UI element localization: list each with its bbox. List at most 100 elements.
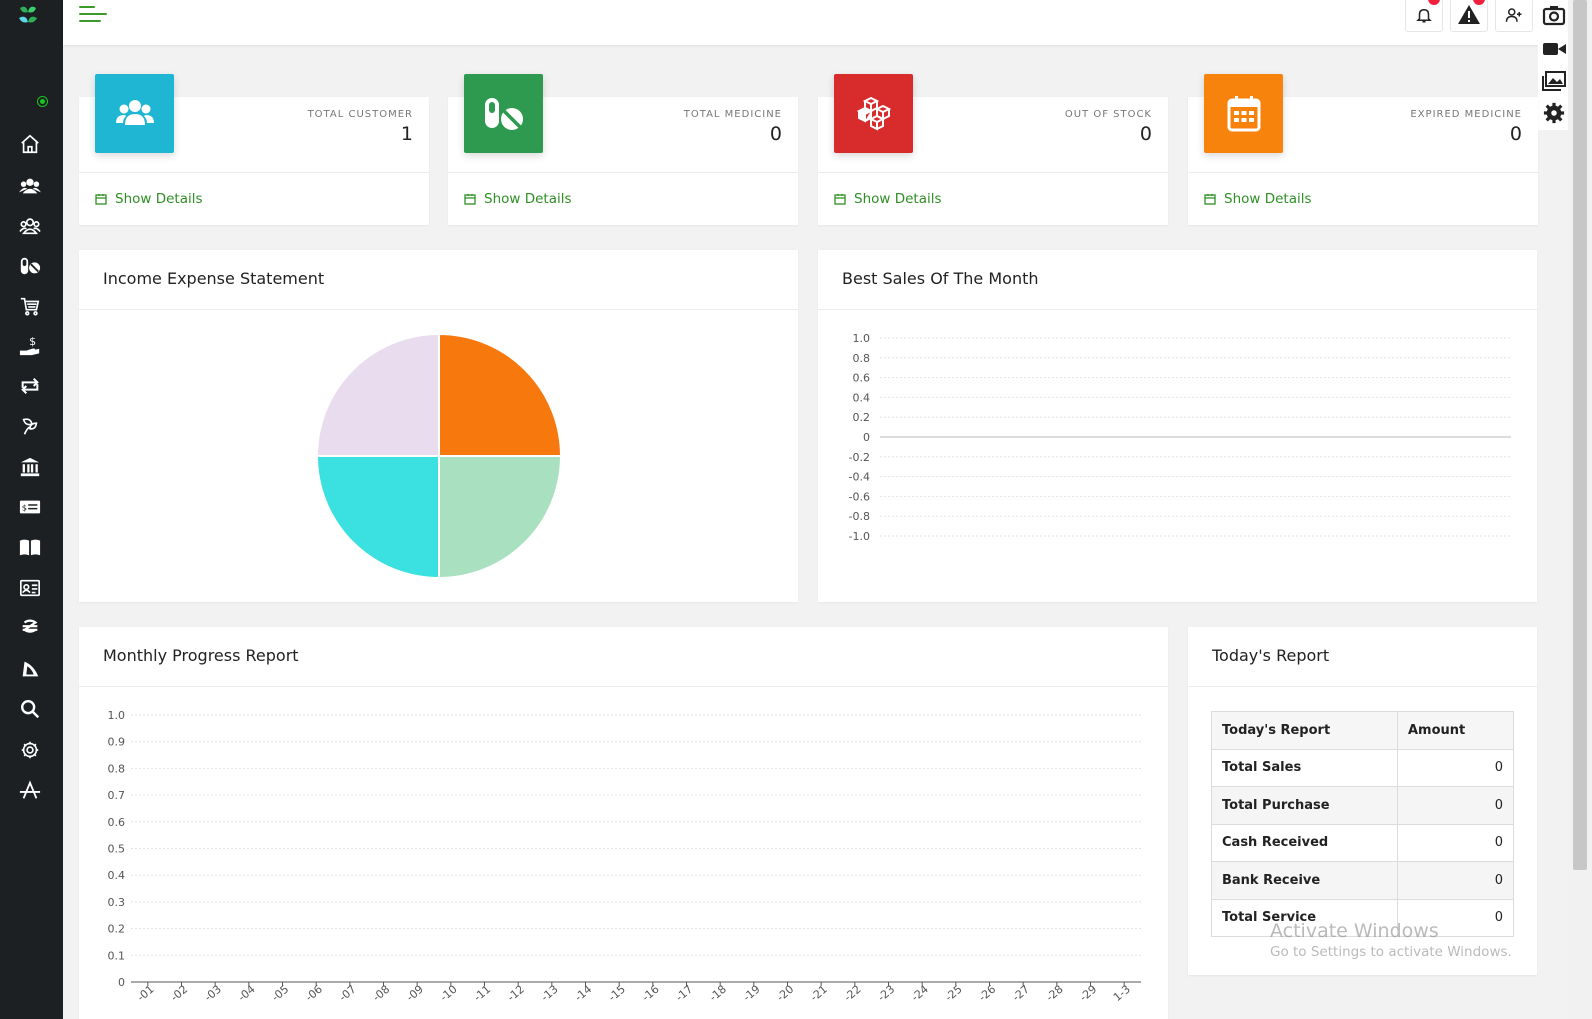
table-row: Cash Received 0: [1211, 823, 1514, 862]
pills-icon: [20, 257, 41, 275]
logo-icon[interactable]: [14, 4, 42, 28]
money-card-icon: $: [19, 500, 41, 514]
todays-report-panel: Today's Report Today's Report Amount Tot…: [1188, 627, 1537, 975]
x-tick-label: -11: [471, 983, 493, 1005]
row-amount: 0: [1397, 898, 1514, 937]
x-tick-label: -16: [640, 983, 662, 1005]
y-tick-label: 0.4: [108, 869, 126, 882]
menu-toggle-button[interactable]: [79, 6, 107, 24]
hand-dollar-icon: $: [19, 335, 40, 356]
users-icon: [115, 99, 154, 125]
sidebar-item-home[interactable]: [17, 132, 43, 156]
sidebar-item-bank[interactable]: [17, 455, 43, 479]
sidebar-item-customers[interactable]: [17, 174, 43, 198]
camera-icon[interactable]: [1542, 4, 1566, 26]
sidebar-item-language[interactable]: [17, 779, 43, 803]
row-label: Bank Receive: [1211, 861, 1398, 900]
monthly-progress-panel: Monthly Progress Report 1.0 0.9 0.8 0.7 0.6 0…: [79, 627, 1168, 1019]
x-tick-label: -23: [875, 983, 897, 1005]
y-tick-label: 0.8: [853, 352, 871, 365]
sidebar-item-suppliers[interactable]: [17, 214, 43, 238]
sidebar-item-purchase[interactable]: [17, 294, 43, 318]
video-icon[interactable]: [1542, 38, 1566, 60]
alerts-button[interactable]: [1450, 0, 1488, 32]
sidebar-item-service[interactable]: [17, 657, 43, 681]
pie-slice[interactable]: [315, 332, 440, 457]
sidebar-item-stock[interactable]: [17, 414, 43, 438]
user-group-icon: [19, 218, 41, 235]
gallery-icon[interactable]: [1542, 70, 1566, 92]
pie-slice[interactable]: [438, 332, 563, 457]
scrollbar-thumb[interactable]: [1573, 0, 1587, 870]
calendar-small-icon: [464, 194, 476, 205]
row-label: Total Service: [1211, 898, 1398, 937]
divider: [79, 172, 429, 173]
pie-chart[interactable]: [309, 326, 569, 586]
user-plus-icon: [1505, 8, 1522, 22]
show-details-link[interactable]: Show Details: [1204, 191, 1312, 207]
book-icon: [19, 539, 41, 556]
sidebar-item-tax[interactable]: [17, 616, 43, 640]
sidebar-item-settings[interactable]: [17, 738, 43, 762]
y-tick-label: -1.0: [849, 530, 870, 543]
sidebar: $ $: [0, 0, 63, 1019]
settings-gear-icon[interactable]: [1542, 102, 1566, 124]
x-tick-label: -20: [774, 983, 796, 1005]
x-tick-label: -24: [909, 983, 931, 1005]
leaf-icon: [22, 418, 38, 435]
panel-title: Income Expense Statement: [103, 269, 325, 288]
svg-text:$: $: [22, 503, 27, 513]
y-tick-label: -0.6: [849, 490, 870, 503]
divider: [1188, 686, 1537, 687]
row-amount: 0: [1397, 748, 1514, 787]
sidebar-item-payments[interactable]: $: [17, 334, 43, 358]
monthly-progress-chart[interactable]: 1.0 0.9 0.8 0.7 0.6 0.5 0.4 0.3 0.2 0.1 0 -01 -02 -03…: [79, 702, 1168, 1019]
y-tick-label: 0.6: [853, 372, 871, 385]
y-tick-label: 0.2: [853, 411, 871, 424]
x-tick-label: -13: [539, 983, 561, 1005]
sidebar-item-reports[interactable]: [17, 535, 43, 559]
x-tick-label: -19: [741, 983, 763, 1005]
activate-windows-watermark: Activate Windows Go to Settings to activ…: [1270, 920, 1512, 960]
add-user-button[interactable]: [1495, 0, 1533, 32]
sidebar-item-human-resource[interactable]: [17, 576, 43, 600]
pills-icon: [484, 97, 523, 130]
watermark-subtitle: Go to Settings to activate Windows.: [1270, 944, 1512, 960]
pie-slice[interactable]: [315, 455, 440, 580]
x-tick-label: -21: [808, 983, 830, 1005]
pie-slice[interactable]: [438, 455, 563, 580]
x-tick-label: -27: [1010, 983, 1032, 1005]
show-details-link[interactable]: Show Details: [834, 191, 942, 207]
show-details-link[interactable]: Show Details: [464, 191, 572, 207]
row-amount: 0: [1397, 861, 1514, 900]
notifications-button[interactable]: [1405, 0, 1443, 32]
show-details-link[interactable]: Show Details: [95, 191, 203, 207]
cart-icon: [20, 297, 40, 316]
sidebar-item-returns[interactable]: [17, 374, 43, 398]
row-label: Total Sales: [1211, 748, 1398, 787]
calendar-icon: [1227, 95, 1260, 131]
y-tick-label: 1.0: [108, 709, 126, 722]
exchange-icon: [21, 377, 39, 395]
sidebar-item-accounts[interactable]: $: [17, 495, 43, 519]
stat-card-expired-medicine: EXPIRED MEDICINE 0 Show Details: [1188, 74, 1538, 225]
sidebar-item-medicine[interactable]: [17, 254, 43, 278]
panel-title: Best Sales Of The Month: [842, 269, 1039, 288]
stat-icon-box: [1204, 74, 1283, 153]
stat-card-out-of-stock: OUT OF STOCK 0 Show Details: [818, 74, 1168, 225]
stat-icon-box: [464, 74, 543, 153]
notification-badge: [1428, 0, 1440, 5]
x-tick-label: -15: [606, 983, 628, 1005]
x-tick-label: -01: [135, 983, 157, 1005]
best-sales-chart[interactable]: 1.0 0.8 0.6 0.4 0.2 0 -0.2 -0.4 -0.6 -0.8 -1.0: [818, 320, 1537, 570]
row-amount: 0: [1397, 823, 1514, 862]
y-tick-label: 0.4: [853, 391, 871, 404]
sidebar-item-search[interactable]: [17, 697, 43, 721]
warning-icon: [1458, 5, 1480, 24]
stat-icon-box: [95, 74, 174, 153]
income-expense-panel: Income Expense Statement: [79, 250, 798, 602]
table-row: Bank Receive 0: [1211, 861, 1514, 900]
x-tick-label: -25: [943, 983, 965, 1005]
font-icon: [19, 780, 41, 799]
stat-card-total-customer: TOTAL CUSTOMER 1 Show Details: [79, 74, 429, 225]
